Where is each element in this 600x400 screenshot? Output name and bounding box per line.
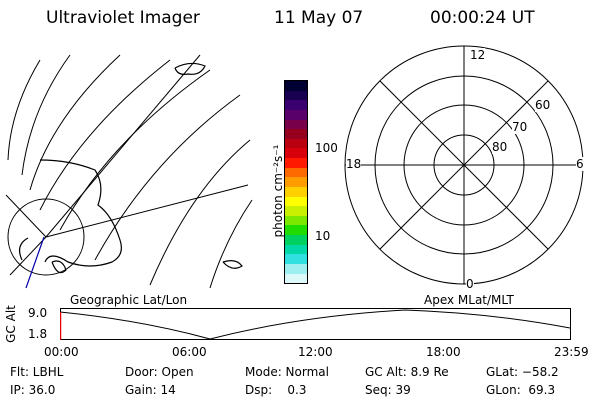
info-seq: Seq: 39: [365, 383, 411, 397]
colorbar-band: [285, 177, 307, 187]
colorbar-band: [285, 90, 307, 101]
info-glat: GLat: −58.2: [486, 365, 559, 379]
info-gain: Gain: 14: [125, 383, 176, 397]
lat-label-60: 60: [535, 98, 551, 112]
colorbar-band: [285, 129, 307, 139]
lat-label-80: 80: [492, 140, 508, 154]
colorbar-band: [285, 109, 307, 120]
colorbar-band: [285, 167, 307, 178]
time-label: 00:00:24 UT: [430, 8, 535, 28]
colorbar-band: [285, 254, 307, 264]
colorbar-band: [285, 186, 307, 197]
time-tick-1800: 18:00: [426, 345, 461, 359]
info-glon: GLon: 69.3: [486, 383, 556, 397]
info-ip: IP: 36.0: [10, 383, 56, 397]
mlt-label-18: 18: [346, 157, 362, 171]
colorbar-tick-10: 10: [315, 229, 331, 243]
lat-label-70: 70: [512, 120, 528, 134]
info-door: Door: Open: [125, 365, 194, 379]
page-title: Ultraviolet Imager: [46, 8, 200, 28]
colorbar-band: [285, 273, 307, 283]
colorbar: [284, 80, 308, 284]
colorbar-band: [285, 206, 307, 216]
altitude-tick-max: 9.0: [28, 306, 48, 320]
geographic-map: [5, 54, 253, 289]
colorbar-band: [285, 119, 307, 130]
colorbar-band: [285, 196, 307, 207]
colorbar-tick-100: 100: [315, 141, 338, 155]
info-flt: Flt: LBHL: [10, 365, 64, 379]
colorbar-band: [285, 81, 307, 91]
time-tick-2359: 23:59: [554, 345, 589, 359]
mlt-label-0: 0: [466, 277, 474, 291]
altitude-tick-min: 1.8: [28, 327, 48, 341]
time-tick-1200: 12:00: [298, 345, 333, 359]
altitude-strip: [60, 308, 571, 340]
colorbar-unit-label: photon cm⁻²s⁻¹: [271, 144, 285, 238]
colorbar-band: [285, 263, 307, 274]
polar-plot: [344, 45, 584, 285]
colorbar-band: [285, 244, 307, 255]
time-tick-0000: 00:00: [44, 345, 79, 359]
mlt-label-6: 6: [576, 157, 584, 171]
colorbar-band: [285, 148, 307, 158]
colorbar-band: [285, 235, 307, 245]
time-tick-0600: 06:00: [172, 345, 207, 359]
geographic-caption: Geographic Lat/Lon: [70, 293, 188, 307]
info-mode: Mode: Normal: [245, 365, 329, 379]
colorbar-band: [285, 100, 307, 110]
colorbar-band: [285, 158, 307, 168]
apex-caption: Apex MLat/MLT: [424, 293, 514, 307]
colorbar-band: [285, 215, 307, 226]
colorbar-band: [285, 225, 307, 235]
altitude-axis-label: GC Alt: [3, 305, 18, 343]
info-dsp: Dsp: 0.3: [245, 383, 307, 397]
info-gcalt: GC Alt: 8.9 Re: [365, 365, 449, 379]
date-label: 11 May 07: [274, 8, 364, 28]
colorbar-band: [285, 138, 307, 149]
mlt-label-12: 12: [470, 48, 486, 62]
